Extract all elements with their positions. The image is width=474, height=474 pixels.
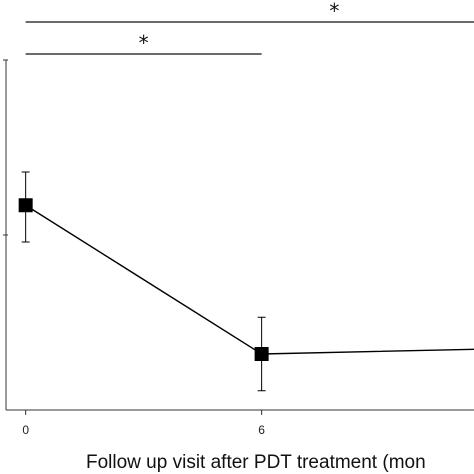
significance-brackets: **	[25, 0, 474, 55]
series-line	[25, 204, 474, 355]
data-series	[18, 171, 474, 392]
data-point-marker	[254, 347, 269, 361]
y-ticks	[3, 59, 8, 236]
significance-star: *	[139, 31, 149, 55]
x-tick-label: 6	[258, 423, 265, 437]
data-point-marker	[18, 198, 33, 213]
significance-star: *	[329, 0, 339, 23]
x-tick-label: 0	[22, 423, 29, 437]
x-axis-title: Follow up visit after PDT treatment (mon	[86, 452, 426, 473]
